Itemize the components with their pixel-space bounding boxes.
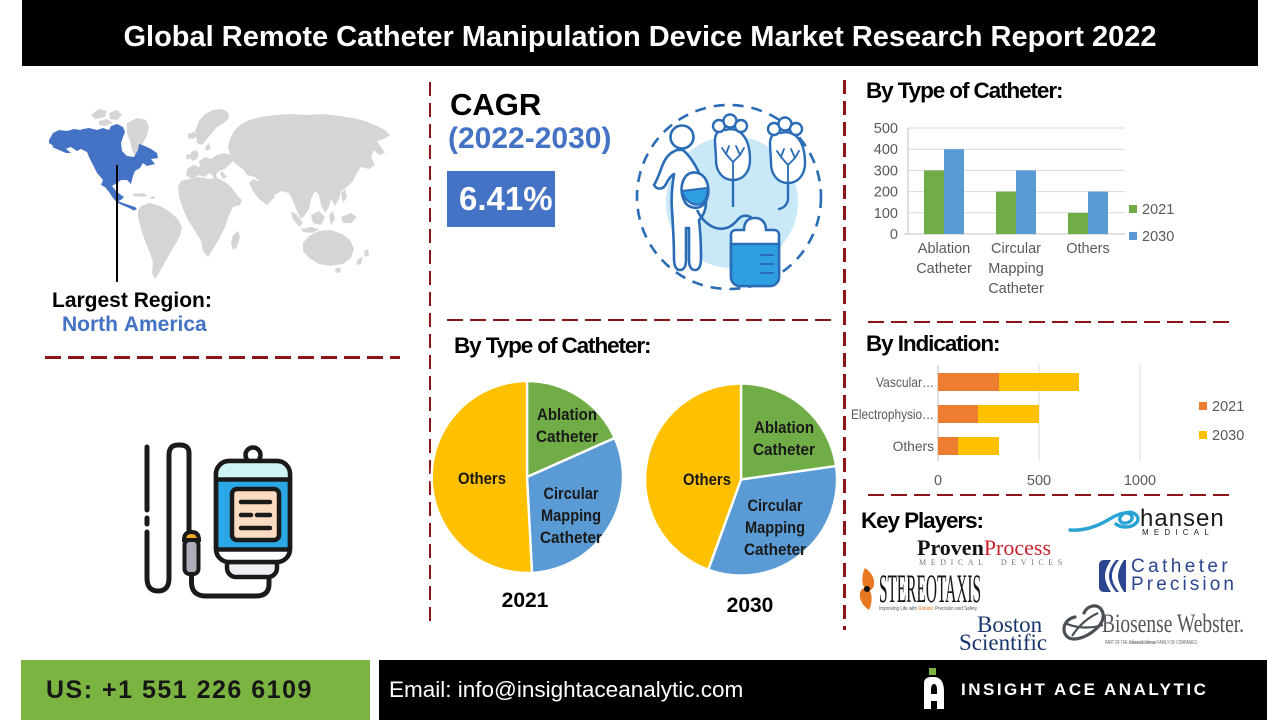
svg-text:Catheter: Catheter	[916, 261, 972, 277]
svg-text:Circular: Circular	[991, 241, 1041, 257]
svg-text:Others: Others	[458, 469, 506, 488]
svg-text:Mapping: Mapping	[745, 518, 805, 537]
svg-text:0: 0	[890, 227, 898, 243]
svg-text:Vascular…: Vascular…	[876, 375, 934, 390]
svg-text:Others: Others	[893, 439, 935, 454]
svg-text:200: 200	[874, 185, 898, 201]
svg-text:PART OF THE Johnson&Johnson FA: PART OF THE Johnson&Johnson FAMILY OF CO…	[1105, 640, 1197, 646]
svg-text:2030: 2030	[1142, 229, 1174, 245]
svg-text:Ablation: Ablation	[754, 418, 814, 437]
svg-text:STEREOTAXIS: STEREOTAXIS	[879, 572, 981, 611]
svg-text:Ablation: Ablation	[537, 405, 597, 424]
svg-text:Circular: Circular	[748, 496, 803, 515]
svg-text:2021: 2021	[1212, 399, 1244, 415]
svg-text:Catheter: Catheter	[540, 528, 602, 547]
svg-text:Electrophysio…: Electrophysio…	[851, 407, 934, 422]
svg-text:Catheter: Catheter	[536, 427, 598, 446]
svg-text:100: 100	[874, 206, 898, 222]
svg-text:Mapping: Mapping	[988, 261, 1044, 277]
svg-text:0: 0	[934, 473, 942, 489]
svg-text:Others: Others	[1066, 241, 1110, 257]
svg-text:300: 300	[874, 163, 898, 179]
svg-text:Catheter: Catheter	[744, 540, 806, 559]
svg-text:Biosense Webster.: Biosense Webster.	[1102, 609, 1244, 638]
svg-text:Circular: Circular	[544, 484, 599, 503]
svg-text:500: 500	[874, 121, 898, 137]
svg-text:400: 400	[874, 142, 898, 158]
svg-text:Mapping: Mapping	[541, 506, 601, 525]
svg-text:500: 500	[1027, 473, 1051, 489]
svg-text:2021: 2021	[1142, 202, 1174, 218]
svg-text:Catheter: Catheter	[753, 440, 815, 459]
svg-text:Improving Life with Robotic Pr: Improving Life with Robotic Precision an…	[879, 606, 977, 612]
svg-text:Others: Others	[683, 470, 731, 489]
svg-text:Catheter: Catheter	[988, 281, 1044, 297]
svg-text:Ablation: Ablation	[918, 241, 970, 257]
svg-text:1000: 1000	[1124, 473, 1156, 489]
svg-text:2030: 2030	[1212, 428, 1244, 444]
